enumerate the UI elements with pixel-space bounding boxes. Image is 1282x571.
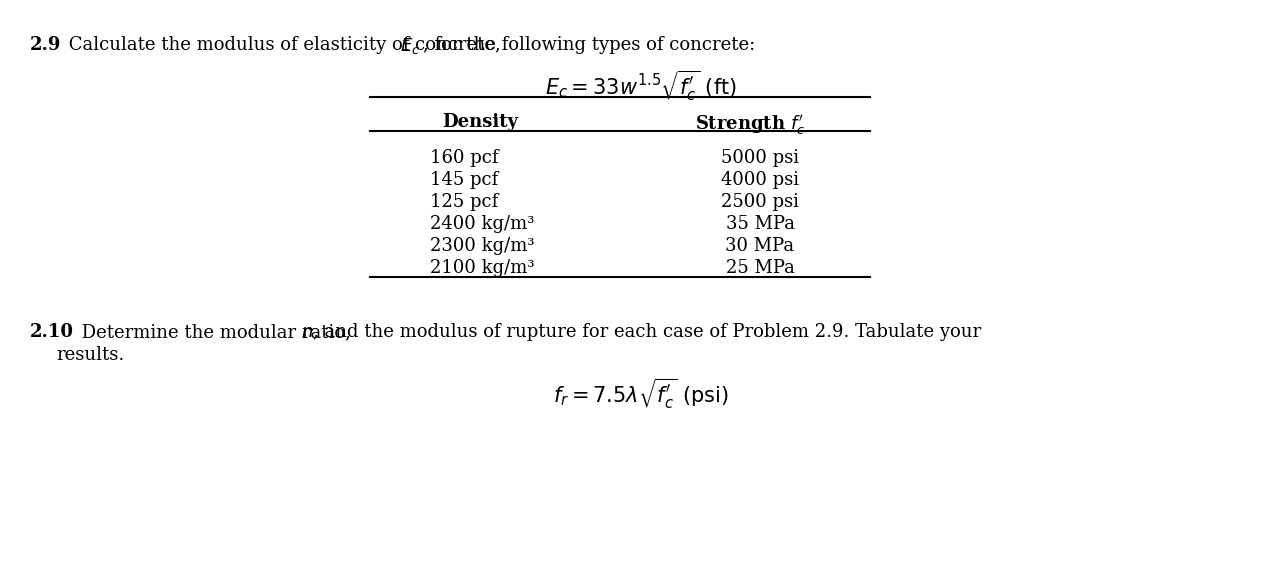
Text: 2100 kg/m³: 2100 kg/m³ xyxy=(429,259,535,277)
Text: Strength $f_c^{\prime}$: Strength $f_c^{\prime}$ xyxy=(695,113,805,137)
Text: Determine the modular ratio,: Determine the modular ratio, xyxy=(76,323,356,341)
Text: 25 MPa: 25 MPa xyxy=(726,259,795,277)
Text: 145 pcf: 145 pcf xyxy=(429,171,499,189)
Text: Density: Density xyxy=(442,113,518,131)
Text: 2.9: 2.9 xyxy=(29,36,62,54)
Text: $E_c = 33w^{1.5}\sqrt{f_c^{\prime}}\ \mathrm{(ft)}$: $E_c = 33w^{1.5}\sqrt{f_c^{\prime}}\ \ma… xyxy=(545,68,737,102)
Text: 5000 psi: 5000 psi xyxy=(720,149,799,167)
Text: $f_r = 7.5\lambda\sqrt{f_c^{\prime}}\ \mathrm{(psi)}$: $f_r = 7.5\lambda\sqrt{f_c^{\prime}}\ \m… xyxy=(553,376,729,410)
Text: 2500 psi: 2500 psi xyxy=(720,193,799,211)
Text: results.: results. xyxy=(56,346,124,364)
Text: 2400 kg/m³: 2400 kg/m³ xyxy=(429,215,535,233)
Text: 30 MPa: 30 MPa xyxy=(726,237,795,255)
Text: 2.10: 2.10 xyxy=(29,323,74,341)
Text: 125 pcf: 125 pcf xyxy=(429,193,499,211)
Text: , for the following types of concrete:: , for the following types of concrete: xyxy=(423,36,755,54)
Text: 2300 kg/m³: 2300 kg/m³ xyxy=(429,237,535,255)
Text: Calculate the modulus of elasticity of concrete,: Calculate the modulus of elasticity of c… xyxy=(63,36,513,54)
Text: , and the modulus of rupture for each case of Problem 2.9. Tabulate your: , and the modulus of rupture for each ca… xyxy=(313,323,981,341)
Text: $n$: $n$ xyxy=(301,323,313,341)
Text: $E_c$: $E_c$ xyxy=(400,36,420,56)
Text: 35 MPa: 35 MPa xyxy=(726,215,795,233)
Text: 160 pcf: 160 pcf xyxy=(429,149,499,167)
Text: 4000 psi: 4000 psi xyxy=(720,171,799,189)
